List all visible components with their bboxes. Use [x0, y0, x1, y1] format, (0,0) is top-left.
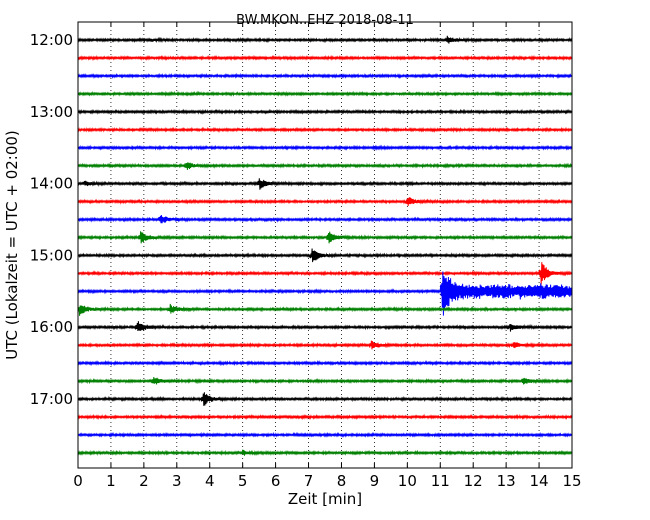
- y-tick-label: 12:00: [30, 31, 73, 49]
- trace-1700: [77, 392, 573, 406]
- x-tick-label: 10: [398, 472, 417, 490]
- trace-1645: [77, 377, 573, 385]
- y-tick-label: 13:00: [30, 103, 73, 121]
- trace-1315: [77, 126, 573, 133]
- x-tick-label: 9: [370, 472, 380, 490]
- x-tick-label: 0: [73, 472, 83, 490]
- x-tick-label: 3: [172, 472, 182, 490]
- trace-1745: [77, 449, 573, 457]
- trace-1400: [77, 178, 573, 190]
- y-axis-label: UTC (Lokalzeit = UTC + 02:00): [3, 130, 21, 360]
- trace-1545: [77, 303, 573, 316]
- x-tick-label: 6: [271, 472, 281, 490]
- trace-1200: [77, 35, 573, 44]
- trace-1530: [77, 271, 573, 316]
- plot-frame: [77, 21, 573, 469]
- trace-1715: [77, 413, 573, 421]
- trace-1245: [77, 90, 573, 97]
- trace-1345: [77, 162, 573, 170]
- x-tick-label: 7: [304, 472, 314, 490]
- x-axis: 0 1 2 3 4 5 6 7 8 9 10 11 12 13 14 15: [73, 22, 582, 490]
- x-tick-label: 14: [530, 472, 549, 490]
- trace-1215: [77, 54, 573, 62]
- x-tick-label: 4: [205, 472, 215, 490]
- x-tick-label: 12: [464, 472, 483, 490]
- trace-1615: [77, 340, 573, 350]
- y-tick-label: 17:00: [30, 390, 73, 408]
- y-tick-label: 14:00: [30, 175, 73, 193]
- trace-1300: [77, 108, 573, 115]
- chart-title: BW.MKON..EHZ 2018-08-11: [236, 13, 414, 28]
- y-tick-label: 16:00: [30, 318, 73, 336]
- trace-1500: [77, 248, 573, 263]
- trace-1730: [77, 431, 573, 438]
- trace-1230: [77, 72, 573, 79]
- trace-1415: [77, 197, 573, 207]
- x-tick-label: 5: [238, 472, 248, 490]
- trace-1430: [77, 215, 573, 224]
- x-tick-label: 1: [106, 472, 116, 490]
- x-tick-label: 8: [337, 472, 347, 490]
- trace-1600: [77, 321, 573, 332]
- trace-1630: [77, 359, 573, 367]
- x-tick-label: 15: [562, 472, 581, 490]
- trace-1515: [77, 262, 573, 285]
- seismogram-traces: [77, 35, 573, 457]
- y-axis: 12:00 13:00 14:00 15:00 16:00 17:00: [30, 31, 572, 408]
- x-tick-label: 11: [431, 472, 450, 490]
- trace-1330: [77, 144, 573, 151]
- trace-1445: [77, 231, 573, 244]
- y-tick-label: 15:00: [30, 246, 73, 264]
- x-tick-label: 2: [139, 472, 149, 490]
- x-tick-label: 13: [497, 472, 516, 490]
- x-axis-label: Zeit [min]: [288, 490, 362, 508]
